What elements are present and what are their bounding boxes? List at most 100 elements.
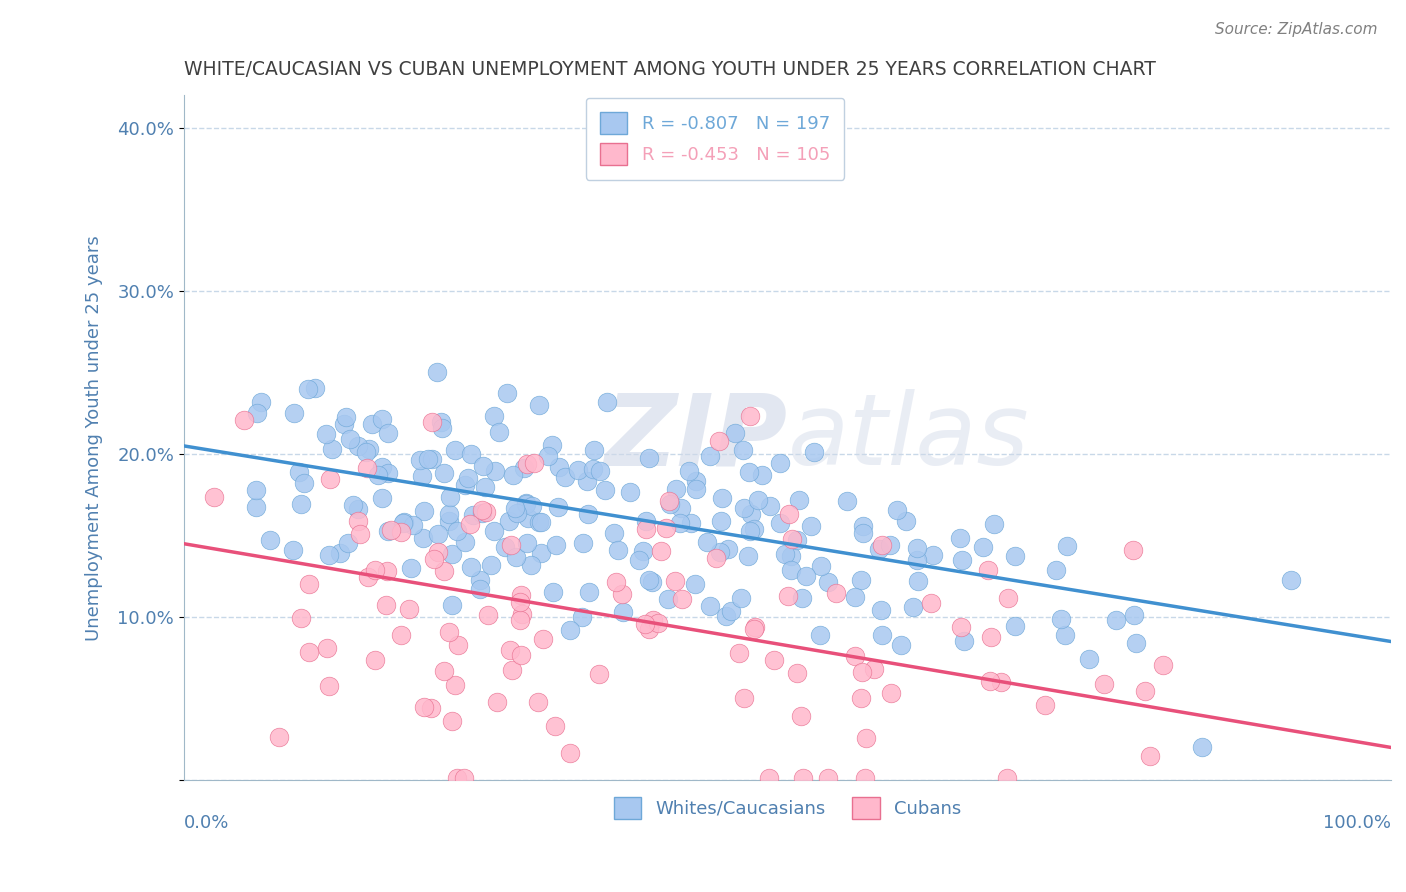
Point [1152,658,1174,673]
Point [433,665,456,679]
Point [283,406,305,420]
Point [506,506,529,520]
Point [995,772,1018,786]
Point [519,558,541,573]
Point [298,645,321,659]
Point [786,533,808,548]
Point [509,613,531,627]
Point [347,514,370,528]
Point [318,472,340,486]
Point [454,535,477,549]
Point [786,666,808,681]
Point [1078,651,1101,665]
Point [540,437,562,451]
Point [486,694,509,708]
Point [444,443,467,458]
Point [647,616,669,631]
Point [304,381,326,395]
Text: Source: ZipAtlas.com: Source: ZipAtlas.com [1215,22,1378,37]
Point [863,662,886,676]
Point [896,514,918,528]
Point [460,447,482,461]
Point [364,653,387,667]
Point [318,679,340,693]
Point [389,628,412,642]
Point [849,690,872,705]
Point [501,538,523,552]
Point [1004,619,1026,633]
Point [997,591,1019,605]
Point [245,500,267,514]
Point [868,541,890,556]
Point [245,483,267,497]
Text: ZIP: ZIP [605,389,787,486]
Point [548,460,571,475]
Point [685,482,707,496]
Point [849,573,872,587]
Point [776,589,799,603]
Point [733,691,755,706]
Point [371,491,394,506]
Point [371,412,394,426]
Point [778,507,800,521]
Point [901,600,924,615]
Point [482,524,505,538]
Point [699,599,721,613]
Point [769,516,792,530]
Point [259,533,281,547]
Point [733,501,755,516]
Point [359,442,381,456]
Point [727,646,749,660]
Point [758,772,780,786]
Point [852,526,875,541]
Point [638,622,661,636]
Point [671,592,693,607]
Point [665,482,688,496]
Point [513,461,536,475]
Point [638,451,661,466]
Point [430,421,453,435]
Point [290,497,312,511]
Point [371,459,394,474]
Point [730,591,752,605]
Point [439,514,461,528]
Point [544,719,567,733]
Point [983,517,1005,532]
Point [288,466,311,480]
Point [744,620,766,634]
Point [631,543,654,558]
Point [515,497,537,511]
Point [446,638,468,652]
Point [824,586,846,600]
Point [1053,627,1076,641]
Point [530,515,553,529]
Point [610,587,633,601]
Point [412,504,434,518]
Point [202,490,225,504]
Point [433,564,456,578]
Point [316,641,339,656]
Point [468,573,491,587]
Point [655,521,678,535]
Point [523,456,546,470]
Point [1004,549,1026,563]
Point [516,458,538,472]
Point [1279,573,1302,587]
Point [527,695,550,709]
Point [516,535,538,549]
Point [440,714,463,729]
Point [576,474,599,488]
Point [547,500,569,514]
Point [740,507,762,521]
Point [530,546,553,560]
Point [503,500,526,515]
Point [411,468,433,483]
Point [554,469,576,483]
Point [505,550,527,565]
Point [751,468,773,483]
Point [742,523,765,537]
Point [699,449,721,463]
Point [980,631,1002,645]
Point [318,548,340,562]
Point [790,708,813,723]
